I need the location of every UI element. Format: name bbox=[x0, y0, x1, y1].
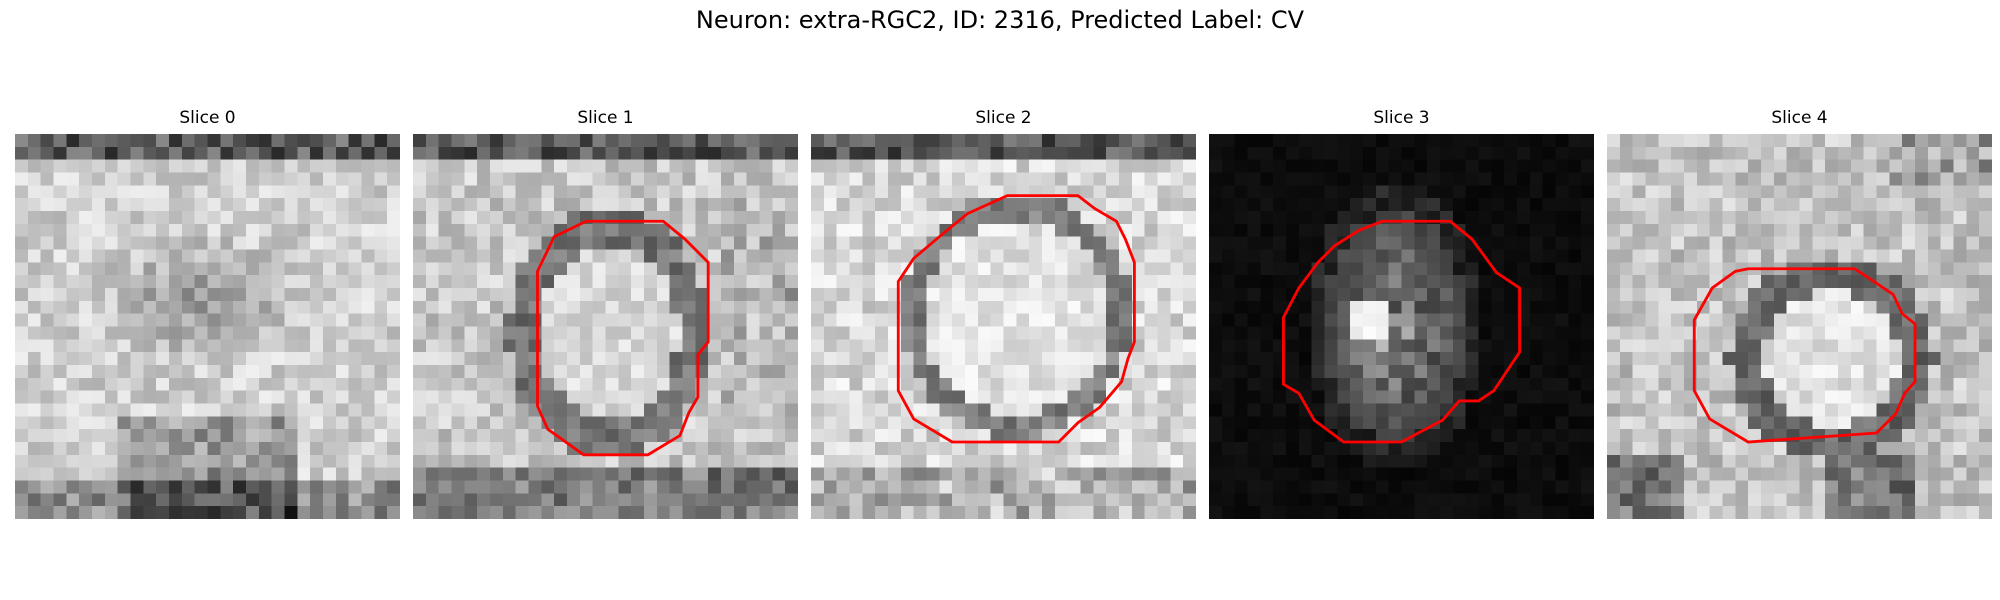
slice-image-3 bbox=[1209, 134, 1594, 519]
slice-title-3: Slice 3 bbox=[1373, 108, 1430, 128]
slice-image-0 bbox=[15, 134, 400, 519]
slice-image-4 bbox=[1607, 134, 1992, 519]
slice-title-4: Slice 4 bbox=[1771, 108, 1828, 128]
slice-title-1: Slice 1 bbox=[577, 108, 634, 128]
slice-title-0: Slice 0 bbox=[179, 108, 236, 128]
slice-image-1 bbox=[413, 134, 798, 519]
slice-panel-3: Slice 3 bbox=[1209, 108, 1594, 520]
contour-slice-3 bbox=[1282, 219, 1521, 444]
slice-panel-0: Slice 0 bbox=[15, 108, 400, 520]
slice-panel-2: Slice 2 bbox=[811, 108, 1196, 520]
contour-slice-1 bbox=[536, 219, 710, 457]
contour-slice-4 bbox=[1692, 267, 1917, 444]
slice-panel-1: Slice 1 bbox=[413, 108, 798, 520]
slice-title-2: Slice 2 bbox=[975, 108, 1032, 128]
figure-title: Neuron: extra-RGC2, ID: 2316, Predicted … bbox=[695, 6, 1305, 34]
slice-panel-4: Slice 4 bbox=[1607, 108, 1992, 520]
contour-slice-2 bbox=[896, 194, 1136, 444]
slice-image-2 bbox=[811, 134, 1196, 519]
